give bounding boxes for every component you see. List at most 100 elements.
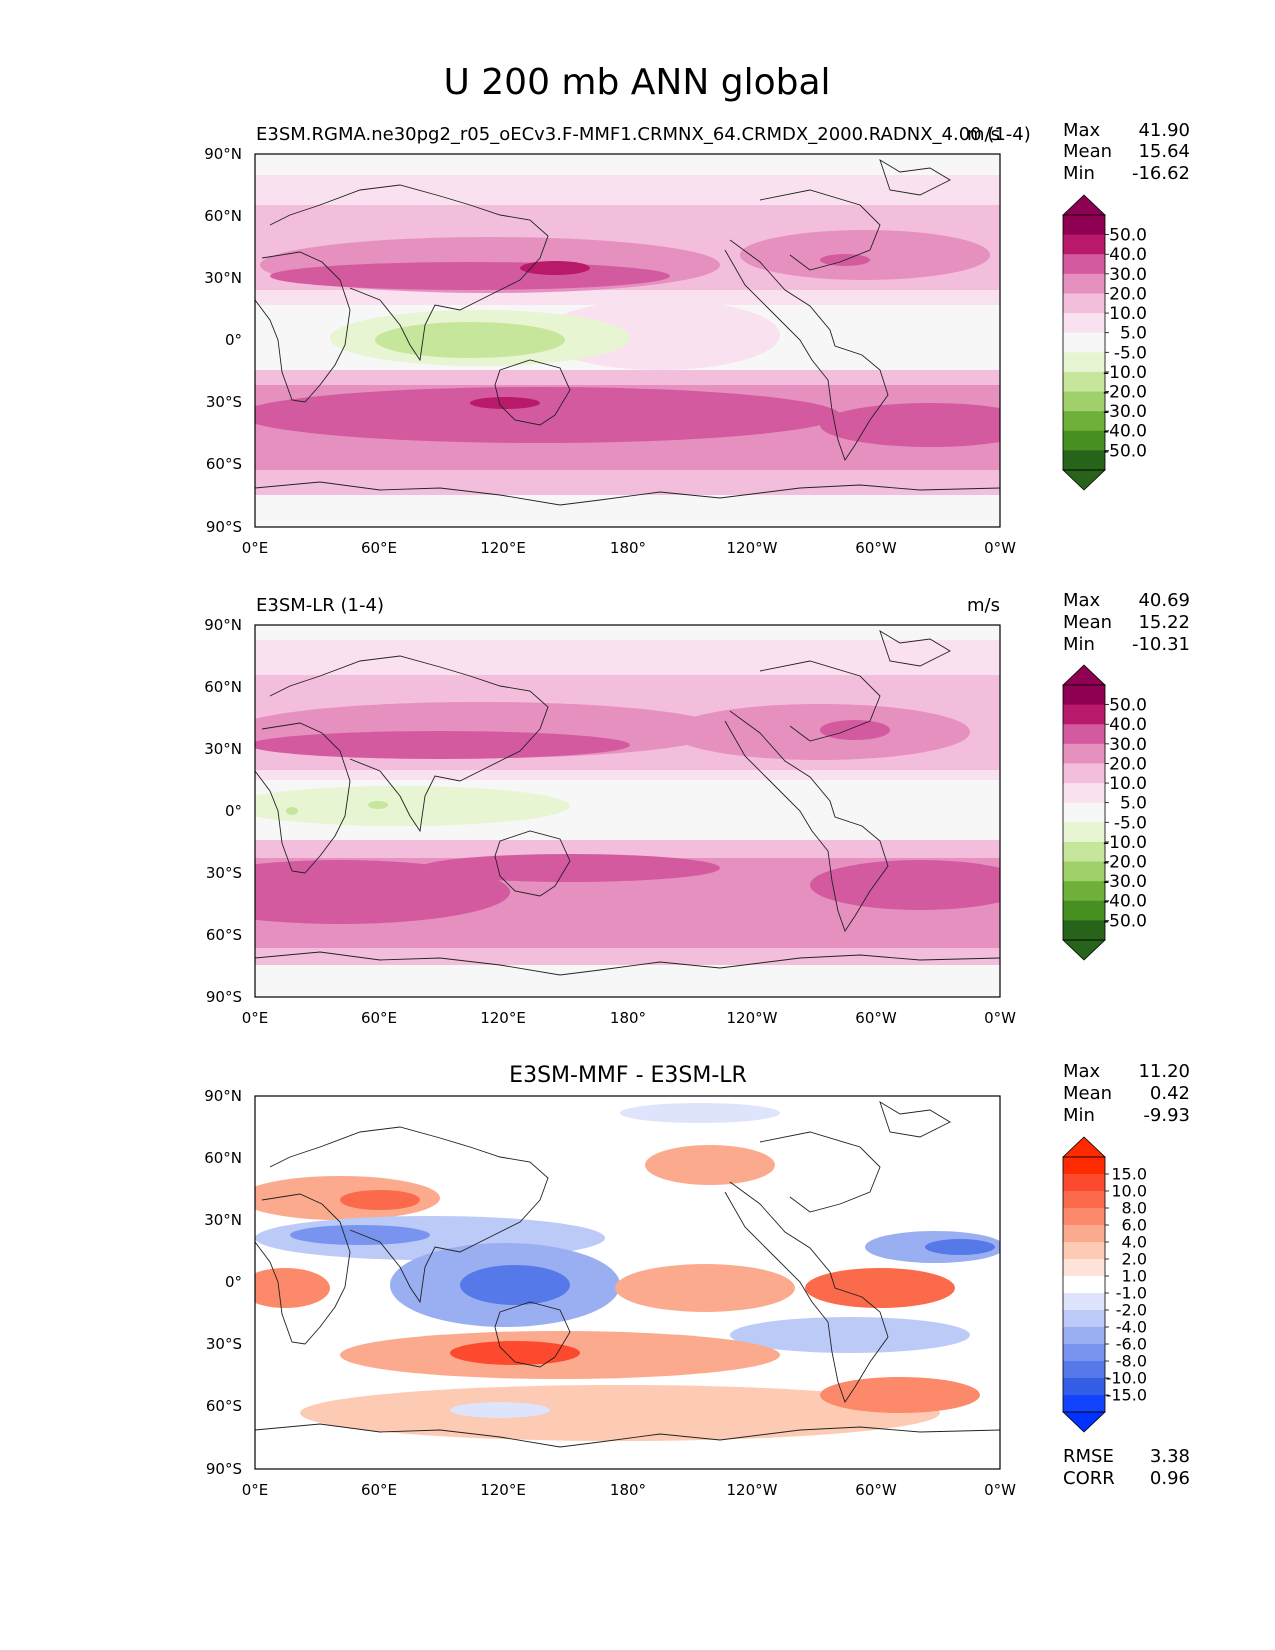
colorbar-segment	[1063, 1395, 1105, 1413]
colorbar-segment	[1063, 371, 1105, 393]
colorbar-segment	[1063, 1327, 1105, 1345]
stat-value: -10.31	[1132, 634, 1190, 655]
lon-axis: 0°E 60°E 120°E 180° 120°W 60°W 0°W	[242, 1481, 1016, 1499]
pacific-positive	[645, 1145, 775, 1185]
stat-label: Min	[1063, 634, 1095, 655]
colorbar-label: -40.0	[1103, 422, 1147, 442]
colorbar-segment	[1063, 743, 1105, 764]
colorbar-segment	[1063, 352, 1105, 373]
stat-label: Max	[1063, 120, 1101, 141]
colorbar-outline	[1062, 1156, 1106, 1413]
colorbar-label: 2.0	[1122, 1250, 1147, 1269]
sh-jet-central	[420, 854, 720, 882]
sh-jet-east	[810, 860, 1000, 910]
stats-block: Max 11.20 Mean 0.42 Min -9.93	[1063, 1061, 1190, 1126]
colorbar-segment	[1063, 1361, 1105, 1379]
colorbar-label: 20.0	[1109, 754, 1147, 774]
sh-positive-east	[820, 1377, 980, 1413]
lon-tick: 120°W	[727, 1009, 778, 1027]
colorbar-segment	[1063, 430, 1105, 451]
colorbar-label: -2.0	[1116, 1301, 1147, 1320]
colorbar-label: 20.0	[1109, 284, 1147, 304]
colorbar-segment	[1063, 1208, 1105, 1226]
colorbar-label: -50.0	[1103, 911, 1147, 931]
colorbar-segment	[1063, 920, 1105, 941]
lat-tick: 90°S	[206, 1460, 242, 1478]
lat-axis: 90°N 60°N 30°N 0° 30°S 60°S 90°S	[204, 145, 242, 536]
lon-tick: 60°W	[855, 1481, 897, 1499]
colorbar-segment	[1063, 273, 1105, 294]
stat-value: 3.38	[1150, 1446, 1190, 1467]
stat-value: 40.69	[1138, 590, 1190, 611]
lat-tick: 60°S	[206, 926, 242, 944]
lat-tick: 30°N	[204, 740, 242, 758]
stat-value: -16.62	[1132, 163, 1190, 184]
lat-tick: 0°	[225, 331, 242, 349]
lon-tick: 0°W	[984, 1009, 1016, 1027]
colorbar-segment	[1063, 450, 1105, 471]
colorbar-label: -1.0	[1116, 1284, 1147, 1303]
colorbar-label: 8.0	[1122, 1199, 1147, 1218]
sh-jet	[255, 387, 840, 443]
colorbar-label: -50.0	[1103, 441, 1147, 461]
lon-tick: 60°W	[855, 539, 897, 557]
colorbar-segment	[1063, 704, 1105, 725]
atlantic-negative-core	[925, 1239, 995, 1255]
equatorial-positive-pacific	[615, 1264, 795, 1312]
colorbar-label: -8.0	[1116, 1352, 1147, 1371]
lat-tick: 60°S	[206, 1397, 242, 1415]
map-frame	[254, 624, 1001, 998]
sh-positive-core	[450, 1341, 580, 1365]
colorbar-label: 10.0	[1109, 774, 1147, 794]
colorbar-label: 40.0	[1109, 715, 1147, 735]
atlantic-jet-core	[820, 720, 890, 740]
panel-title-left: E3SM.RGMA.ne30pg2_r05_oECv3.F-MMF1.CRMNX…	[256, 124, 1031, 145]
stat-label: Max	[1063, 590, 1101, 611]
colorbar-label: 10.0	[1109, 304, 1147, 324]
colorbar-label: -5.0	[1114, 343, 1147, 363]
antarctic-band	[255, 965, 1000, 997]
subtropic-negative-core	[290, 1225, 430, 1245]
lon-tick: 0°W	[984, 539, 1016, 557]
colorbar-segment	[1063, 1293, 1105, 1311]
colorbar-segment	[1063, 1174, 1105, 1192]
colorbar-segment	[1063, 724, 1105, 745]
map-frame	[254, 1095, 1001, 1470]
colorbar-segment	[1063, 802, 1105, 823]
colorbar-label: 5.0	[1120, 794, 1147, 814]
stat-label: Mean	[1063, 612, 1112, 633]
lon-tick: 60°W	[855, 1009, 897, 1027]
figure-title: U 200 mb ANN global	[443, 62, 830, 103]
colorbar-label: 10.0	[1111, 1182, 1147, 1201]
lon-tick: 60°E	[361, 1481, 397, 1499]
colorbar-label: -30.0	[1103, 402, 1147, 422]
colorbar-label: 30.0	[1109, 735, 1147, 755]
lat-tick: 30°N	[204, 269, 242, 287]
lon-tick: 0°E	[242, 1009, 269, 1027]
colorbar-extend-top	[1062, 194, 1106, 216]
lon-tick: 0°E	[242, 539, 269, 557]
sh-negative	[730, 1317, 970, 1353]
colorbar-label: -10.0	[1103, 363, 1147, 383]
colorbar-label: -20.0	[1103, 382, 1147, 402]
colorbar-segment	[1063, 215, 1105, 236]
extra-stats-block: RMSE 3.38 CORR 0.96	[1063, 1446, 1190, 1489]
colorbar-label: 40.0	[1109, 245, 1147, 265]
stat-value: 0.42	[1150, 1083, 1190, 1104]
colorbar-segment	[1063, 763, 1105, 784]
stats-block: Max 41.90 Mean 15.64 Min -16.62	[1063, 120, 1190, 184]
panel-title-left: E3SM-LR (1-4)	[256, 595, 384, 616]
lat-tick: 0°	[225, 1273, 242, 1291]
lon-tick: 0°E	[242, 1481, 269, 1499]
nh-jet-core	[255, 731, 630, 759]
lon-tick: 180°	[610, 1009, 646, 1027]
lon-tick: 60°E	[361, 1009, 397, 1027]
lat-tick: 90°N	[204, 145, 242, 163]
lat-axis: 90°N 60°N 30°N 0° 30°S 60°S 90°S	[204, 1087, 242, 1478]
lat-tick: 60°N	[204, 207, 242, 225]
colorbar-label: -30.0	[1103, 872, 1147, 892]
colorbar-outline	[1062, 214, 1106, 471]
colorbar-segment	[1063, 1242, 1105, 1260]
map-field	[255, 1096, 1000, 1469]
stat-value: 15.64	[1138, 141, 1190, 162]
